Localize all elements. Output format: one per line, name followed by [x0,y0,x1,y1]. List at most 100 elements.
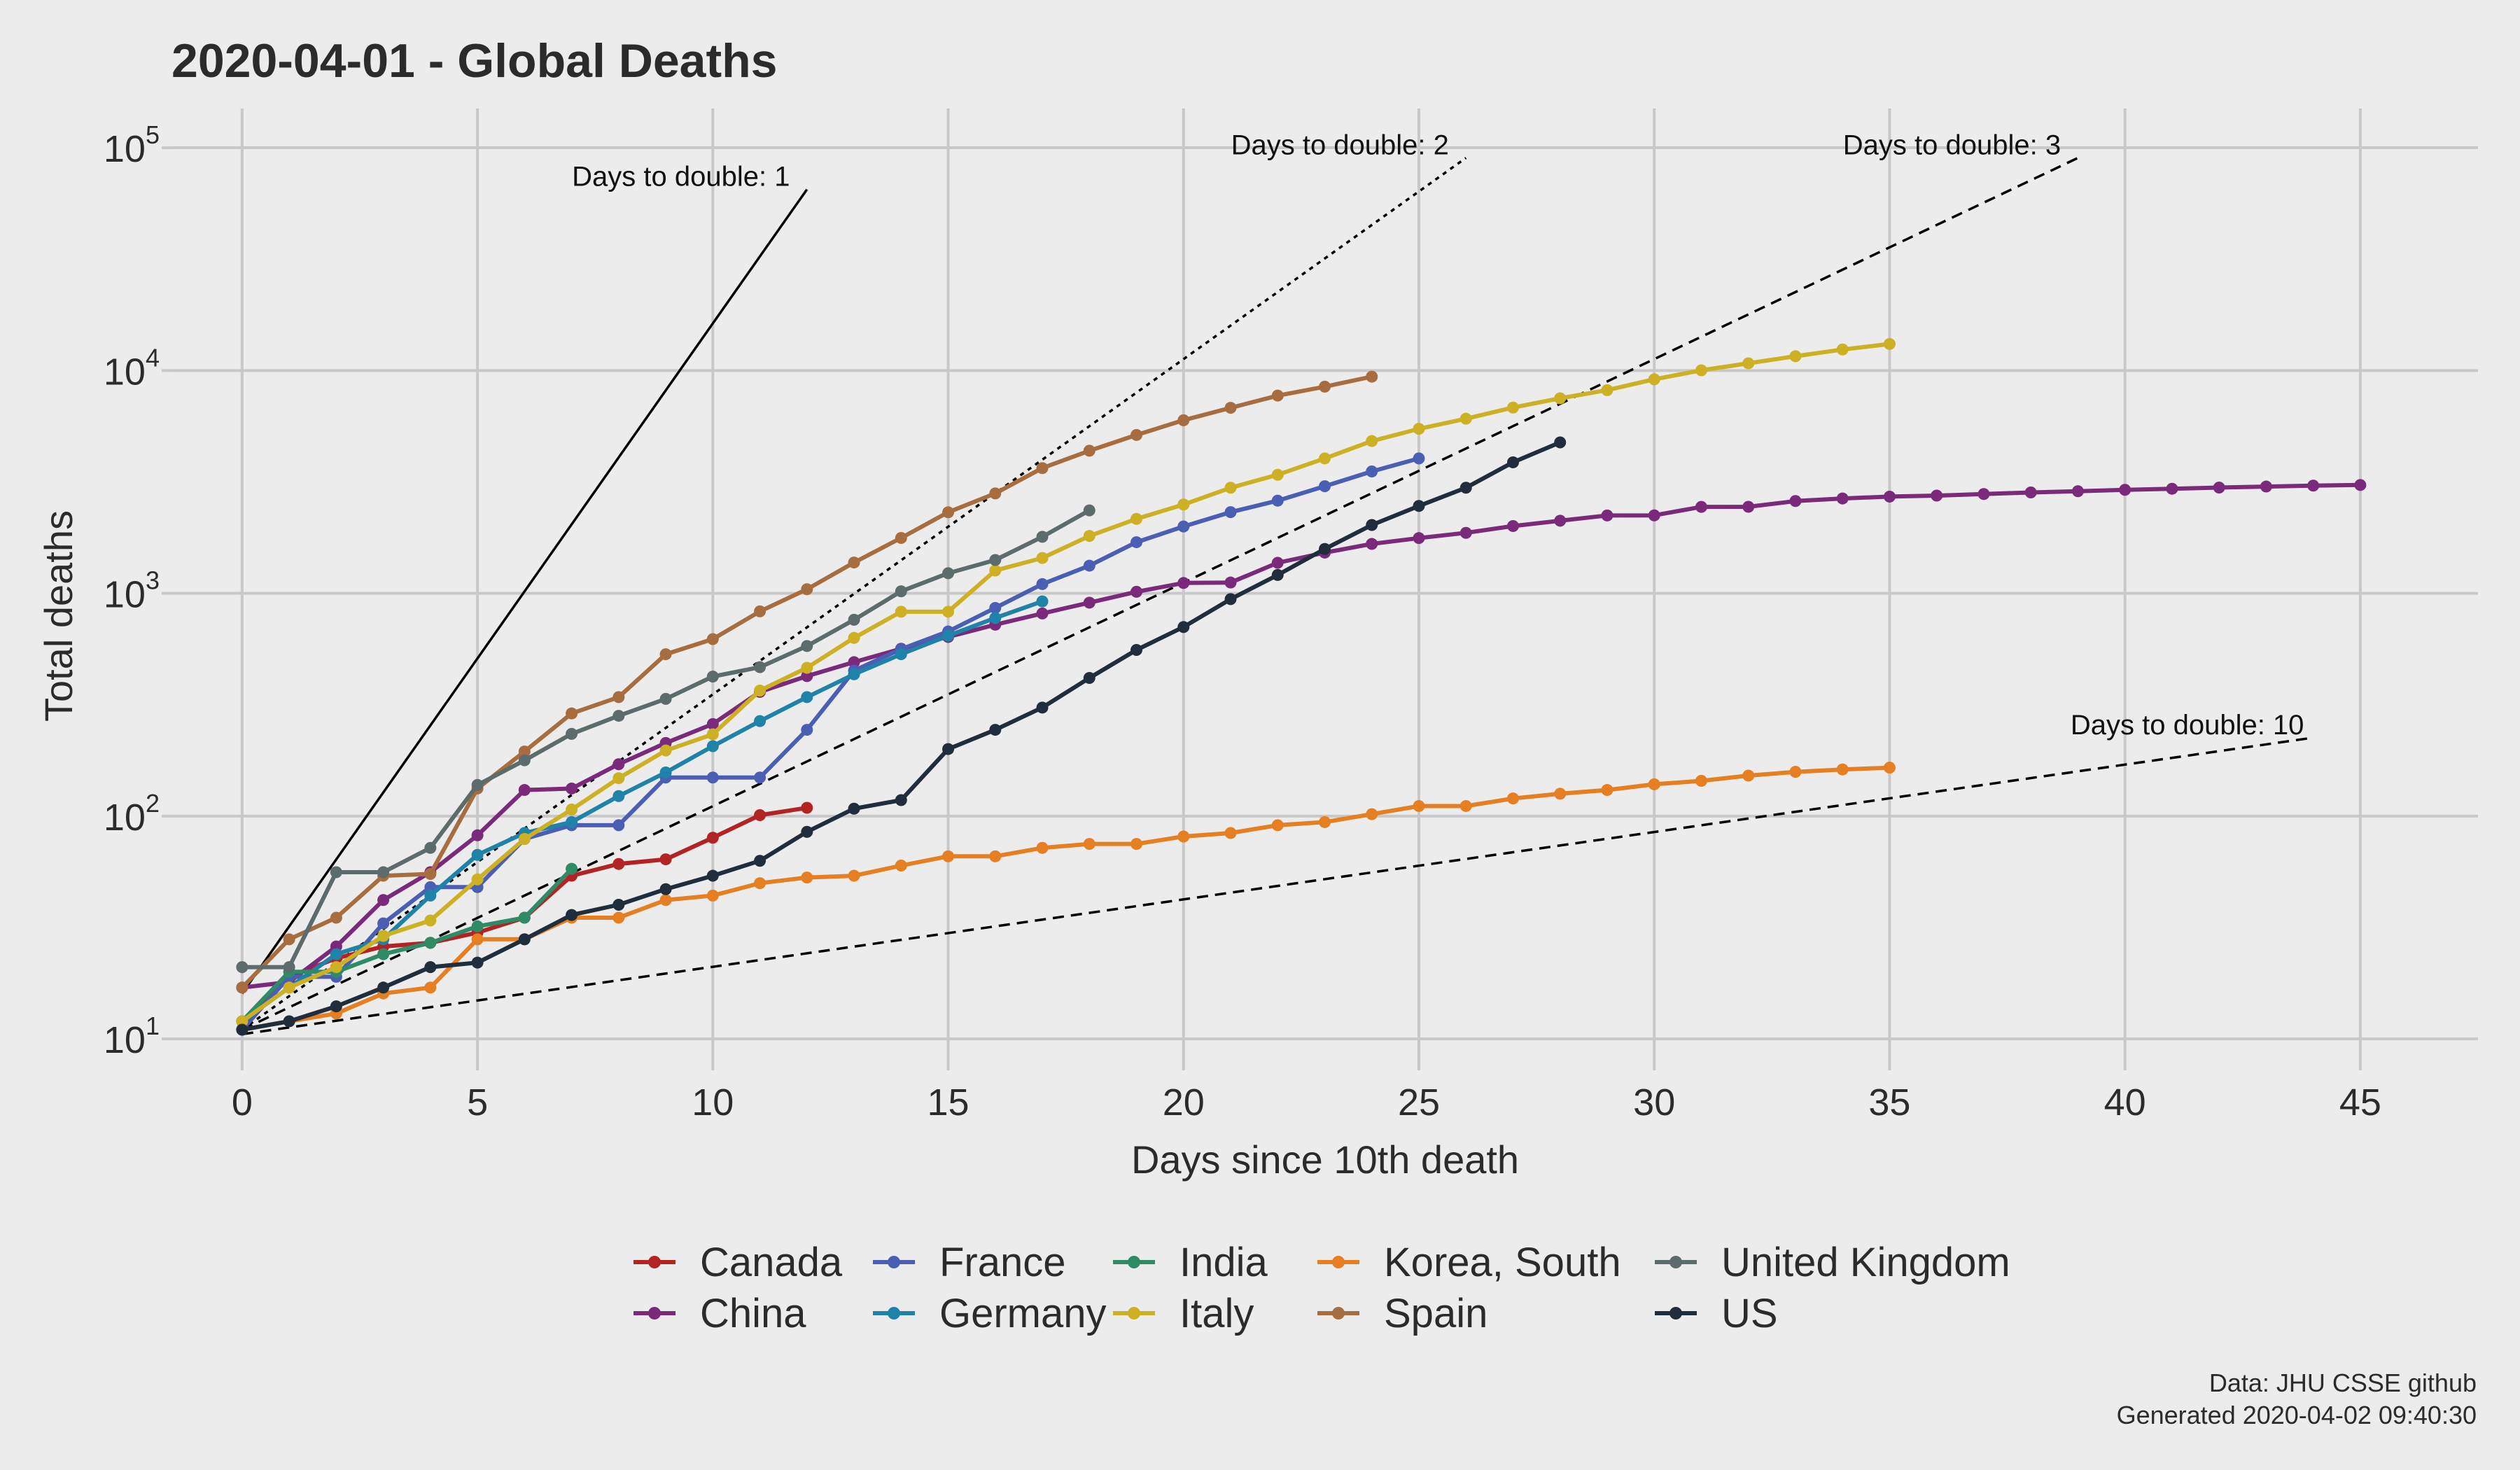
data-point [424,868,437,881]
y-tick-label: 101 [104,1011,160,1061]
data-point [1506,792,1519,805]
reference-line-label: Days to double: 1 [572,162,790,192]
legend-label: Germany [939,1291,1107,1336]
legend-item-us: US [1655,1291,1778,1336]
data-point [1224,402,1237,414]
y-tick-exponent: 5 [146,120,160,149]
data-point [1601,509,1614,522]
data-point [1036,595,1049,608]
x-tick-label: 30 [1633,1082,1675,1124]
data-point [1977,488,1990,500]
data-point [1506,520,1519,533]
data-point [1695,364,1707,377]
data-point [2119,484,2132,496]
data-point [659,744,672,757]
data-point [1130,643,1143,656]
data-point [1177,414,1190,426]
data-point [1648,373,1660,386]
data-point [424,981,437,994]
data-point [471,778,484,791]
data-point [1319,816,1331,828]
data-point [236,981,248,994]
data-point [424,914,437,927]
data-point [1366,465,1378,478]
data-point [566,909,578,921]
data-point [1224,506,1237,519]
data-point [754,605,766,617]
reference-line-1 [241,188,808,995]
series-korea-south [236,762,1896,1036]
data-point [377,930,390,942]
data-point [895,794,907,806]
chart-title: 2020-04-01 - Global Deaths [172,34,777,88]
series-line [239,599,1044,1023]
data-point [471,920,484,932]
reference-line-4 [241,736,2314,1036]
data-point [989,850,1002,862]
data-point [848,668,860,680]
data-point [518,784,531,797]
legend-label: Spain [1384,1291,1488,1336]
data-point [1789,495,1802,507]
data-point [566,816,578,828]
data-point [1836,343,1849,356]
data-point [1883,337,1896,350]
data-point [566,862,578,875]
data-point [1130,536,1143,549]
data-point [659,894,672,906]
legend-key-dot [1670,1256,1682,1268]
legend-item-india: India [1113,1240,1268,1285]
data-point [1742,357,1755,370]
data-point [801,802,813,814]
data-point [1506,456,1519,468]
data-point [659,853,672,866]
data-point [1271,389,1284,402]
data-point [801,583,813,596]
data-point [1601,784,1614,797]
x-axis-title: Days since 10th death [1131,1138,1519,1182]
data-point [895,606,907,618]
data-point [1083,504,1096,517]
legend-label: India [1180,1240,1268,1285]
legend-item-spain: Spain [1317,1291,1488,1336]
data-point [801,872,813,884]
data-point [1224,827,1237,839]
legend-key-dot [648,1256,661,1268]
data-point [1130,512,1143,525]
reference-line-label: Days to double: 10 [2071,710,2304,741]
data-point [377,866,390,878]
legend-item-italy: Italy [1113,1291,1254,1336]
data-point [659,766,672,779]
legend-item-france: France [873,1240,1066,1285]
data-point [1695,774,1707,787]
x-tick-label: 15 [927,1082,969,1124]
series-line [239,342,1892,1023]
legend-label: Canada [700,1240,843,1285]
data-point [706,832,719,844]
data-point [518,911,531,924]
legend-label: US [1721,1291,1778,1336]
data-point [706,869,719,882]
data-point [566,804,578,816]
data-point [1319,542,1331,555]
series-layer [236,337,2367,1036]
data-point [1554,788,1567,800]
data-point [612,691,625,704]
legend: Canada China France Germany India Italy Korea,… [634,1240,2010,1336]
data-point [801,691,813,704]
legend-item-korea-south: Korea, South [1317,1240,1621,1285]
legend-item-china: China [634,1291,806,1336]
y-tick-exponent: 1 [146,1011,160,1040]
data-point [706,889,719,902]
data-point [754,771,766,784]
data-point [801,640,813,652]
data-point [1836,763,1849,776]
data-point [848,869,860,882]
data-point [2166,482,2178,495]
data-point [1271,494,1284,507]
data-point [518,754,531,766]
data-point [1648,778,1660,790]
data-point [989,564,1002,577]
data-point [942,743,955,755]
